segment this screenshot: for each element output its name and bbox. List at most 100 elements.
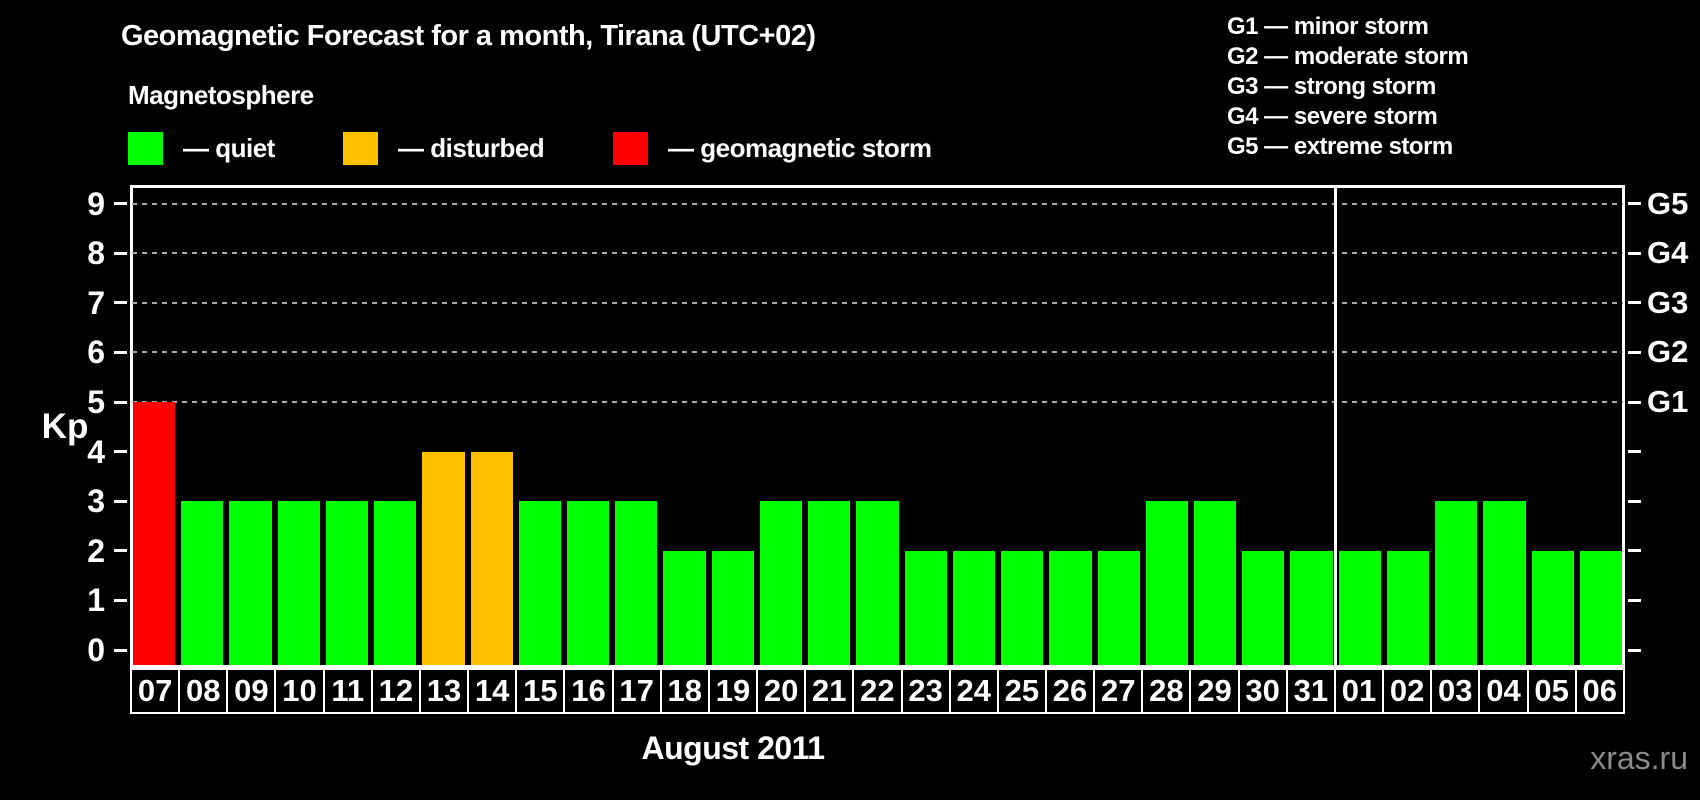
storm-color-swatch: [613, 131, 648, 165]
kp-bar-16: [567, 501, 610, 665]
quiet-color-swatch: [128, 131, 163, 165]
date-cell-20: 20: [758, 670, 807, 712]
kp-bar-01: [1338, 550, 1381, 665]
left-tick-3: [114, 499, 127, 503]
right-tick-4: [1628, 450, 1641, 454]
kp-bar-10: [277, 501, 320, 665]
right-tick-1: [1628, 598, 1641, 602]
kp-bar-22: [856, 501, 899, 665]
legend-label-storm: — geomagnetic storm: [668, 132, 932, 163]
kp-bar-14: [470, 451, 513, 665]
date-cell-07: 07: [132, 670, 181, 712]
g5-legend-row: G5 — extreme storm: [1227, 133, 1453, 160]
right-tick-9: [1628, 202, 1641, 206]
kp-bar-07: [133, 402, 176, 665]
kp-bar-19: [711, 550, 754, 665]
date-cell-13: 13: [421, 670, 470, 712]
kp-bar-31: [1290, 550, 1333, 665]
date-cell-25: 25: [999, 670, 1047, 712]
left-tick-7: [114, 301, 127, 305]
ytick-label-2: 2: [87, 532, 105, 569]
kp-bar-08: [181, 501, 224, 665]
date-cell-08: 08: [180, 670, 229, 712]
right-tick-0: [1628, 648, 1641, 652]
left-tick-4: [114, 450, 127, 454]
g-scale-legend: G1 — minor storm G2 — moderate storm G3 …: [1227, 12, 1469, 162]
kp-bar-09: [229, 501, 272, 665]
gridline-kp6: [132, 351, 1623, 354]
date-cell-03: 03: [1432, 670, 1481, 712]
kp-bar-26: [1049, 550, 1092, 665]
left-tick-0: [114, 648, 127, 652]
y-axis-title-kp: Kp: [41, 407, 89, 446]
left-tick-6: [114, 350, 127, 354]
date-cell-17: 17: [614, 670, 662, 712]
date-cell-05: 05: [1529, 670, 1577, 712]
date-cell-04: 04: [1480, 670, 1529, 712]
watermark-xras: xras.ru: [1590, 740, 1688, 776]
ytick-label-0: 0: [87, 632, 105, 668]
ytick-label-6: 6: [87, 334, 105, 371]
legend-item-storm: — geomagnetic storm: [613, 130, 932, 166]
date-cell-18: 18: [662, 670, 710, 712]
kp-bar-15: [518, 501, 562, 665]
kp-bar-12: [374, 501, 417, 665]
kp-bar-29: [1193, 501, 1237, 665]
date-cell-19: 19: [710, 670, 759, 712]
date-cell-28: 28: [1143, 670, 1192, 712]
gridline-kp9: [132, 202, 1623, 205]
legend-label-quiet: — quiet: [183, 132, 275, 163]
kp-bar-20: [759, 501, 803, 665]
kp-bar-23: [904, 550, 947, 665]
date-cell-10: 10: [276, 670, 325, 712]
gridline-kp7: [132, 301, 1623, 304]
date-cell-31: 31: [1288, 670, 1336, 712]
date-cell-06: 06: [1582, 673, 1617, 708]
ytick-label-4: 4: [87, 433, 105, 470]
kp-bar-18: [663, 550, 706, 665]
legend-item-disturbed: — disturbed: [343, 130, 545, 166]
left-tick-2: [114, 549, 127, 553]
left-tick-9: [114, 202, 127, 206]
g-scale-label-g4: G4: [1647, 235, 1689, 271]
kp-bar-13: [422, 451, 465, 665]
ytick-label-7: 7: [87, 284, 105, 321]
kp-bar-30: [1242, 550, 1285, 665]
date-cell-21: 21: [806, 670, 855, 712]
kp-bar-04: [1483, 501, 1526, 665]
date-cell-27: 27: [1095, 670, 1144, 712]
date-cell-16: 16: [565, 670, 614, 712]
right-tick-2: [1628, 549, 1641, 553]
disturbed-color-swatch: [343, 131, 378, 165]
kp-bar-chart: Kp 07 08 09 10 11 12 13 14 15 16 17 18 19 20 21 22 23 24 2…: [42, 185, 1688, 714]
left-tick-1: [114, 598, 127, 602]
ytick-label-3: 3: [87, 483, 105, 520]
g1-legend-row: G1 — minor storm: [1227, 13, 1429, 40]
ytick-label-8: 8: [87, 235, 105, 272]
date-cell-23: 23: [903, 670, 951, 712]
date-cell-01: 01: [1336, 670, 1385, 712]
kp-bar-11: [325, 501, 369, 665]
kp-bar-17: [615, 501, 658, 665]
x-axis-title-month: August 2011: [641, 730, 825, 766]
left-tick-8: [114, 251, 127, 255]
g-scale-label-g3: G3: [1647, 284, 1689, 320]
kp-bar-27: [1097, 550, 1140, 665]
kp-bar-05: [1531, 550, 1574, 665]
date-cell-29: 29: [1191, 670, 1240, 712]
ytick-label-9: 9: [87, 185, 105, 222]
kp-bar-21: [808, 501, 851, 665]
kp-bar-24: [952, 550, 996, 665]
right-tick-5: [1628, 400, 1641, 404]
month-separator-line: [1334, 188, 1338, 665]
kp-bar-28: [1145, 501, 1188, 665]
date-cell-11: 11: [325, 670, 373, 712]
date-cell-15: 15: [517, 670, 566, 712]
g3-legend-row: G3 — strong storm: [1227, 73, 1436, 100]
right-tick-7: [1628, 301, 1641, 305]
kp-bar-25: [1001, 550, 1044, 665]
right-tick-6: [1628, 350, 1641, 354]
kp-bar-03: [1435, 501, 1478, 665]
g4-legend-row: G4 — severe storm: [1227, 103, 1438, 130]
gridline-kp5: [132, 401, 1623, 403]
